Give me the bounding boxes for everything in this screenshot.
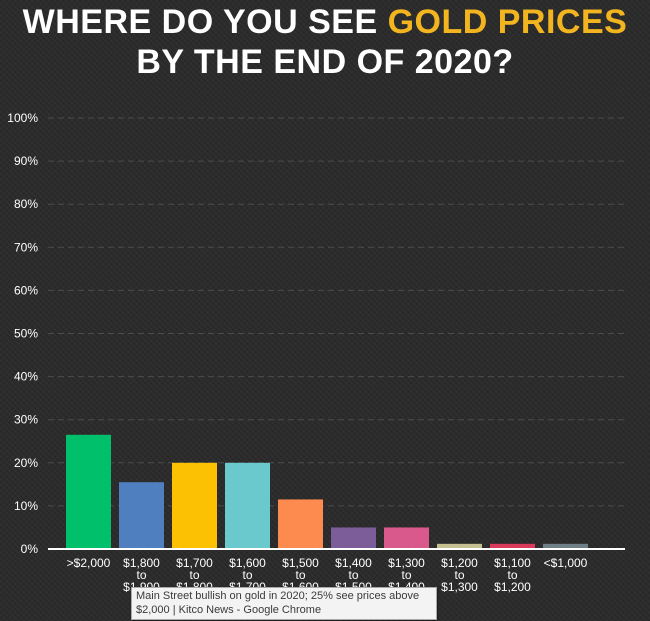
bar <box>384 527 429 549</box>
title-line-1: WHERE DO YOU SEE GOLD PRICES <box>0 2 650 42</box>
bar <box>437 543 482 549</box>
y-tick-label: 10% <box>14 499 38 513</box>
bar <box>172 462 217 549</box>
x-tick-label: $1,100 <box>494 556 531 570</box>
bar <box>225 462 270 549</box>
y-tick-label: 20% <box>14 456 38 470</box>
x-tick-label: $1,300 <box>388 556 425 570</box>
x-tick-label: $1,200 <box>494 580 531 594</box>
y-tick-label: 80% <box>14 197 38 211</box>
title-line-2: BY THE END OF 2020? <box>136 43 514 81</box>
y-tick-label: 90% <box>14 154 38 168</box>
browser-tooltip: Main Street bullish on gold in 2020; 25%… <box>131 587 437 620</box>
x-tick-label: to <box>189 568 199 582</box>
title-prefix: WHERE DO YOU SEE <box>22 3 388 41</box>
x-tick-label: >$2,000 <box>67 556 111 570</box>
y-tick-label: 30% <box>14 413 38 427</box>
x-tick-label: to <box>348 568 358 582</box>
bar <box>543 543 588 549</box>
x-tick-label: to <box>507 568 517 582</box>
x-tick-label: $1,800 <box>123 556 160 570</box>
bar <box>490 543 535 549</box>
x-tick-label: $1,700 <box>176 556 213 570</box>
x-tick-label: $1,200 <box>441 556 478 570</box>
x-tick-label: to <box>242 568 252 582</box>
x-tick-label: $1,300 <box>441 580 478 594</box>
tooltip-line-2: $2,000 | Kitco News - Google Chrome <box>136 604 322 616</box>
bar <box>119 482 164 549</box>
x-tick-label: to <box>136 568 146 582</box>
x-tick-label: to <box>454 568 464 582</box>
bar <box>66 434 111 549</box>
y-tick-label: 40% <box>14 370 38 384</box>
y-tick-label: 70% <box>14 240 38 254</box>
y-tick-label: 50% <box>14 327 38 341</box>
x-tick-label: $1,400 <box>335 556 372 570</box>
x-tick-label: to <box>401 568 411 582</box>
x-tick-label: to <box>295 568 305 582</box>
y-tick-label: 0% <box>21 542 39 556</box>
bar <box>331 527 376 549</box>
title-highlight: GOLD PRICES <box>387 3 628 41</box>
tooltip-line-1: Main Street bullish on gold in 2020; 25%… <box>136 590 420 602</box>
x-tick-label: $1,600 <box>229 556 266 570</box>
bar <box>278 499 323 549</box>
y-tick-label: 60% <box>14 283 38 297</box>
y-tick-label: 100% <box>7 111 38 125</box>
x-tick-label: <$1,000 <box>544 556 588 570</box>
x-tick-label: $1,500 <box>282 556 319 570</box>
chart-title: WHERE DO YOU SEE GOLD PRICES BY THE END … <box>0 2 650 82</box>
